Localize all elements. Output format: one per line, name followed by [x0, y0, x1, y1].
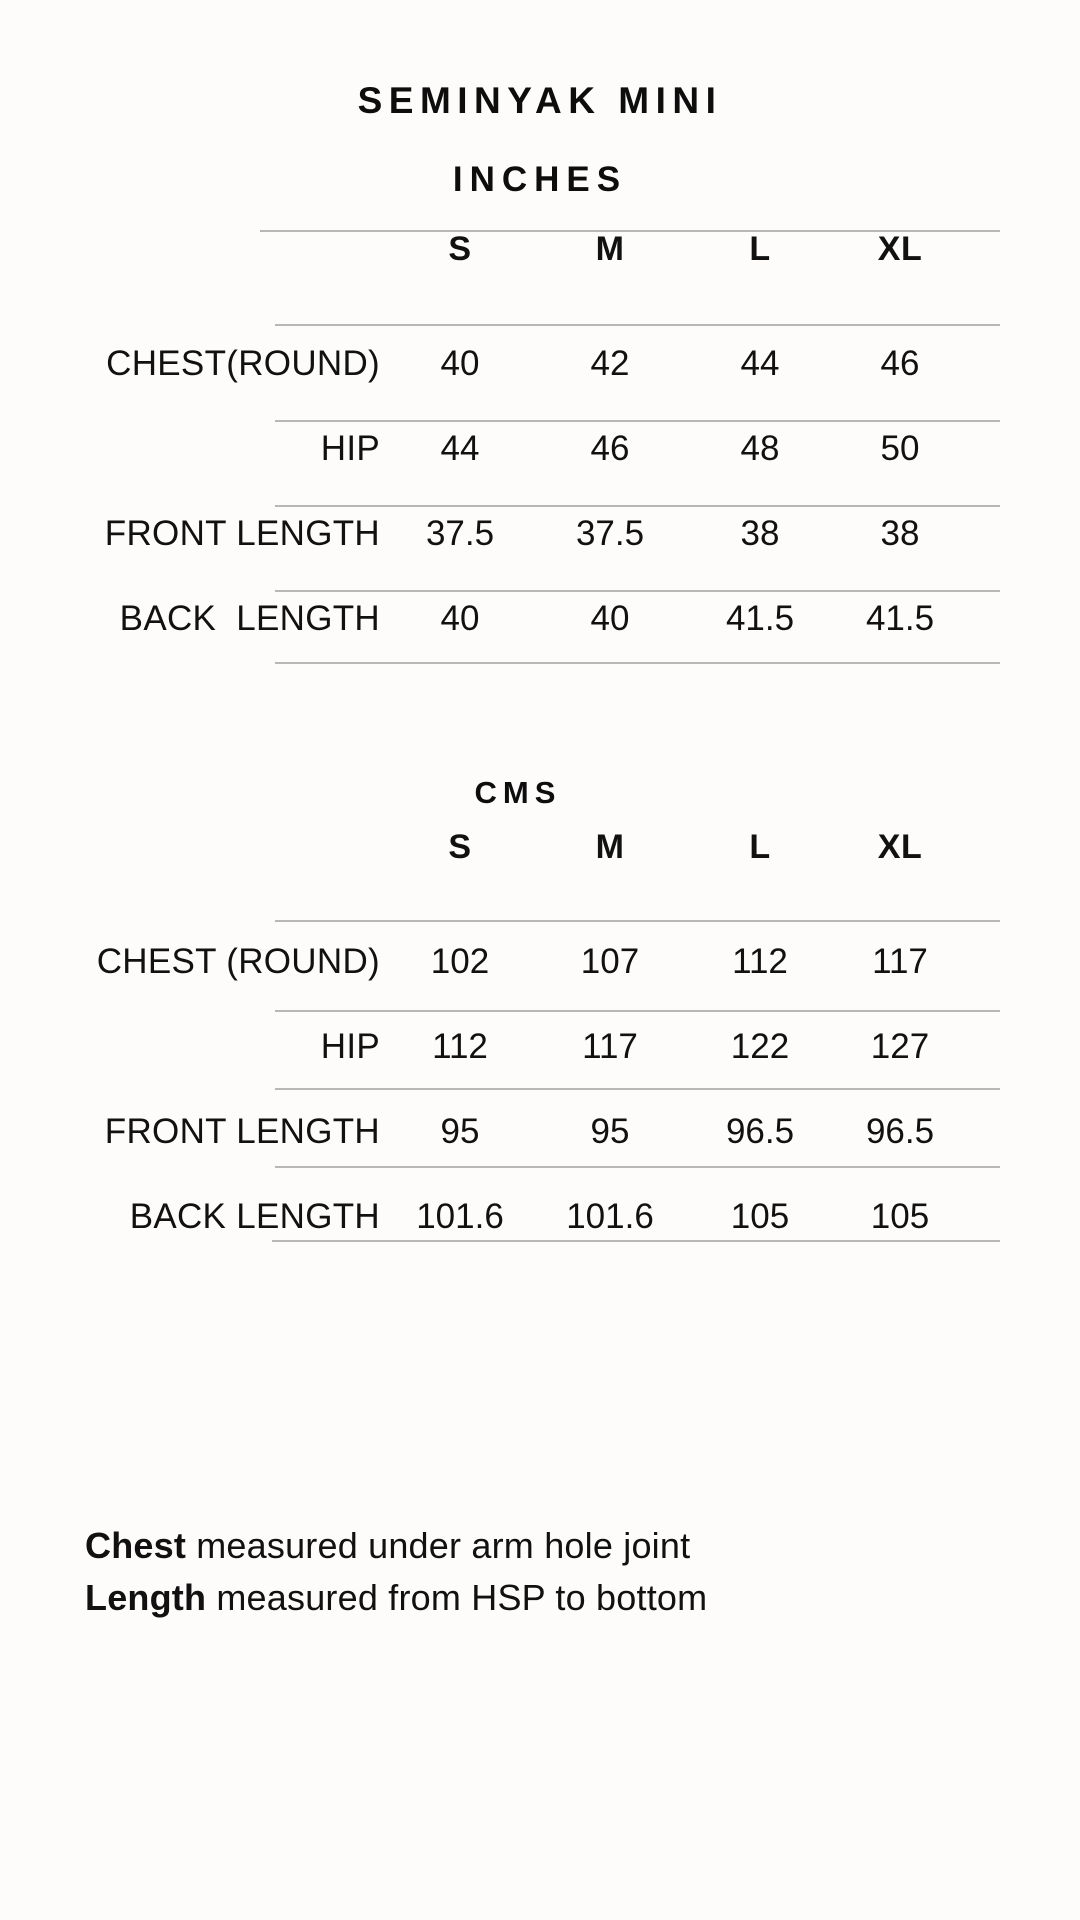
cms-table-rule-after-chest — [275, 1010, 1000, 1012]
cell-chest-s: 40 — [440, 344, 480, 383]
cell-back-length-s: 40 — [440, 599, 480, 638]
cell-front-length-s: 37.5 — [425, 514, 495, 553]
cell-chest-l: 44 — [740, 344, 780, 383]
cms-cell-front-length-m: 95 — [590, 1112, 630, 1151]
note-chest-text: measured under arm hole joint — [186, 1525, 691, 1566]
table-row: FRONT LENGTH 95 95 96.5 96.5 — [0, 1090, 1080, 1175]
note-length: Length measured from HSP to bottom — [85, 1572, 995, 1624]
column-header-m: M — [595, 230, 625, 268]
cms-cell-back-length-xl: 105 — [870, 1197, 930, 1236]
column-header-l: L — [749, 230, 771, 268]
cms-cell-hip-s: 112 — [432, 1027, 488, 1066]
table-row: HIP 112 117 122 127 — [0, 1005, 1080, 1090]
row-label-front-length: FRONT LENGTH — [104, 514, 380, 553]
table-rule-under-header — [275, 324, 1000, 326]
cms-column-header-xl: XL — [877, 828, 923, 866]
cms-cell-front-length-l: 96.5 — [725, 1112, 795, 1151]
cms-table-rule-bottom — [272, 1240, 1000, 1242]
cms-cell-chest-l: 112 — [732, 942, 788, 981]
page-title: SEMINYAK MINI — [357, 80, 723, 121]
inches-section-heading: INCHES — [452, 160, 628, 199]
cms-cell-back-length-s: 101.6 — [416, 1197, 504, 1236]
cms-column-header-s: S — [448, 828, 472, 866]
cell-back-length-l: 41.5 — [725, 599, 795, 638]
cms-cell-chest-xl: 117 — [872, 942, 928, 981]
cell-front-length-l: 38 — [740, 514, 780, 553]
row-label-hip: HIP — [320, 429, 380, 468]
cms-column-header-l: L — [749, 828, 771, 866]
cms-cell-chest-m: 107 — [580, 942, 640, 981]
cms-cell-chest-s: 102 — [430, 942, 490, 981]
cms-table-rule-under-header — [275, 920, 1000, 922]
cell-hip-s: 44 — [440, 429, 480, 468]
cell-back-length-m: 40 — [590, 599, 630, 638]
row-label-chest: CHEST(ROUND) — [106, 344, 380, 383]
cms-table-rule-after-front-length — [275, 1166, 1000, 1168]
cms-cell-hip-xl: 127 — [870, 1027, 930, 1066]
measurement-notes: Chest measured under arm hole joint Leng… — [85, 1520, 995, 1624]
cms-header-row: S M L XL — [0, 828, 1080, 920]
cms-cell-back-length-l: 105 — [730, 1197, 790, 1236]
cms-row-label-chest: CHEST (ROUND) — [96, 942, 380, 981]
note-chest-keyword: Chest — [85, 1525, 187, 1566]
row-label-back-length: BACK LENGTH — [119, 599, 380, 638]
cms-cell-front-length-xl: 96.5 — [865, 1112, 935, 1151]
cms-cell-hip-m: 117 — [582, 1027, 638, 1066]
cms-row-label-hip: HIP — [320, 1027, 380, 1066]
cms-cell-hip-l: 122 — [730, 1027, 790, 1066]
table-row: CHEST(ROUND) 40 42 44 46 — [0, 322, 1080, 407]
table-row: CHEST (ROUND) 102 107 112 117 — [0, 920, 1080, 1005]
table-row: BACK LENGTH 40 40 41.5 41.5 — [0, 577, 1080, 662]
cms-row-label-back-length: BACK LENGTH — [129, 1197, 380, 1236]
cell-front-length-m: 37.5 — [575, 514, 645, 553]
cell-hip-m: 46 — [590, 429, 630, 468]
table-row: BACK LENGTH 101.6 101.6 105 105 — [0, 1175, 1080, 1260]
cell-hip-l: 48 — [740, 429, 780, 468]
table-rule-bottom — [275, 662, 1000, 664]
cms-row-label-front-length: FRONT LENGTH — [104, 1112, 380, 1151]
note-length-keyword: Length — [85, 1577, 207, 1619]
cell-front-length-xl: 38 — [880, 514, 920, 553]
table-rule-after-chest — [275, 420, 1000, 422]
cms-size-table: S M L XL CHEST (ROUND) 102 107 112 117 H… — [0, 828, 1080, 1260]
inches-size-table: S M L XL CHEST(ROUND) 40 42 44 46 HIP 44… — [0, 230, 1080, 664]
cms-section-heading: CMS — [474, 775, 562, 810]
table-rule-top — [260, 230, 1000, 232]
cell-chest-xl: 46 — [880, 344, 920, 383]
table-rule-after-front-length — [275, 590, 1000, 592]
column-header-s: S — [448, 230, 472, 268]
table-row: FRONT LENGTH 37.5 37.5 38 38 — [0, 492, 1080, 577]
table-row: HIP 44 46 48 50 — [0, 407, 1080, 492]
column-header-xl: XL — [877, 230, 923, 268]
inches-header-row: S M L XL — [0, 230, 1080, 322]
cell-back-length-xl: 41.5 — [865, 599, 935, 638]
cms-cell-front-length-s: 95 — [440, 1112, 480, 1151]
cms-column-header-m: M — [595, 828, 625, 866]
note-length-text: measured from HSP to bottom — [206, 1577, 708, 1619]
cms-cell-back-length-m: 101.6 — [566, 1197, 654, 1236]
cms-table-rule-after-hip — [275, 1088, 1000, 1090]
table-rule-after-hip — [275, 505, 1000, 507]
note-chest: Chest measured under arm hole joint — [85, 1520, 995, 1572]
cell-chest-m: 42 — [590, 344, 630, 383]
cell-hip-xl: 50 — [880, 429, 920, 468]
